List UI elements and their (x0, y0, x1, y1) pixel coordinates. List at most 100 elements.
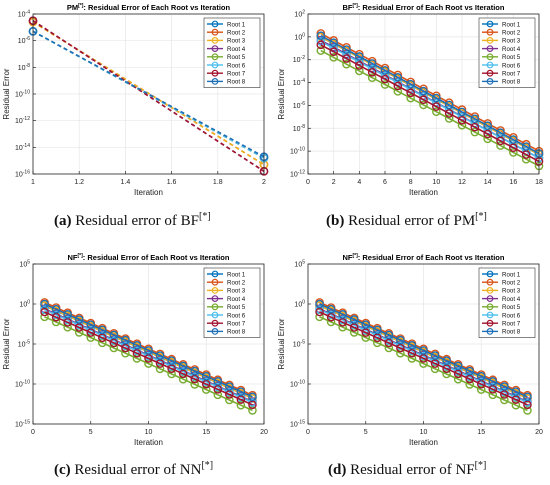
legend-entry-label: Root 6 (227, 62, 246, 69)
caption-text: Residual error of PM (348, 213, 476, 229)
series-marker (407, 348, 417, 358)
series-marker (419, 86, 428, 96)
chart-panel-a: 1 1.2 1.4 1.6 1.8 2 10-16 10-14 10-12 10-10 10-8 10… (2, 3, 269, 197)
series-marker (444, 109, 454, 118)
series-marker (444, 100, 454, 110)
series-marker (393, 87, 403, 96)
legend-swatch-marker (486, 287, 494, 294)
series-marker (511, 387, 521, 396)
legend-swatch-marker (486, 319, 494, 327)
chart-panel-c: 0 5 10 15 20 10-15 10-10 10-5 100 105 Iteration Res… (2, 253, 268, 447)
legend-entry-label: Root 4 (227, 296, 246, 303)
series-marker (444, 114, 454, 123)
series-marker (109, 330, 119, 340)
series-marker (500, 395, 509, 405)
caption-sup: [*] (198, 211, 211, 222)
series-marker (316, 31, 326, 41)
series-marker (248, 400, 257, 410)
series-marker (225, 382, 234, 391)
series-marker (98, 333, 107, 343)
series-marker (380, 66, 390, 75)
legend-entry-label: Root 3 (227, 288, 246, 295)
series-marker (367, 67, 377, 77)
y-tick-label: 10-12 (15, 116, 30, 125)
caption-c: (c) Residual error of NN[*] (54, 460, 213, 479)
series-marker (355, 66, 364, 76)
legend-entry-label: Root 5 (502, 54, 521, 61)
legend-swatch-marker (486, 327, 494, 335)
legend-entry-label: Root 1 (502, 271, 521, 278)
series-marker (86, 320, 96, 329)
x-tick-label: 20 (260, 429, 268, 436)
series-marker (329, 47, 338, 57)
legend-swatch-marker (211, 69, 219, 77)
series-marker (380, 80, 390, 89)
legend-swatch-marker (486, 37, 494, 44)
legend-swatch-marker (486, 28, 494, 36)
series-marker (453, 369, 463, 379)
x-axis-label: Iteration (134, 438, 163, 447)
legend-swatch-marker (486, 45, 494, 52)
series-marker (329, 38, 338, 47)
series-marker (213, 385, 223, 394)
series-marker (190, 374, 199, 384)
series-marker (326, 312, 336, 322)
series-marker (470, 122, 480, 132)
y-tick-label: 100 (294, 32, 305, 41)
y-tick-label: 105 (294, 260, 305, 269)
x-tick-label: 0 (306, 179, 310, 186)
series-marker (419, 95, 428, 105)
series-marker (465, 366, 474, 376)
series-marker (132, 348, 142, 358)
series-marker (316, 40, 326, 50)
series-line-6 (319, 308, 528, 404)
legend-swatch-marker (486, 311, 494, 319)
legend-swatch-marker (211, 327, 219, 335)
x-tick-label: 1.2 (74, 179, 84, 186)
legend-swatch-marker (211, 45, 219, 52)
series-marker (442, 364, 451, 374)
series-marker (315, 305, 324, 314)
series-marker (500, 382, 509, 391)
series-marker (178, 361, 188, 371)
series-marker (457, 107, 467, 117)
legend-entry-label: Root 8 (502, 329, 521, 336)
series-marker (98, 325, 107, 335)
series-marker (432, 107, 441, 116)
legend-entry-label: Root 4 (502, 46, 521, 53)
legend-entry-label: Root 2 (502, 30, 521, 37)
series-marker (523, 392, 532, 402)
y-tick-label: 10-10 (290, 147, 305, 156)
series-marker (316, 46, 326, 55)
series-marker (361, 320, 371, 329)
y-axis-label: Residual Error (2, 318, 11, 369)
legend-entry-label: Root 3 (502, 288, 521, 295)
series-marker (509, 148, 518, 157)
legend-swatch-marker (486, 69, 494, 77)
chart-title: BF[*]: Residual Error of Each Root vs It… (343, 3, 505, 12)
caption-sup: [*] (475, 211, 487, 222)
series-marker (521, 142, 531, 151)
legend-swatch-marker (486, 278, 494, 286)
caption-letter: (a) (54, 213, 72, 229)
series-line-8 (320, 34, 540, 155)
series-group (40, 298, 257, 415)
series-marker (86, 328, 96, 337)
series-marker (201, 379, 211, 389)
y-tick-label: 100 (294, 300, 305, 309)
x-tick-label: 4 (357, 179, 361, 186)
series-marker (121, 335, 130, 345)
legend-swatch-marker (486, 295, 494, 302)
series-marker (349, 315, 359, 324)
x-tick-label: 1.4 (121, 179, 131, 186)
series-marker (132, 340, 142, 350)
series-marker (367, 73, 377, 83)
y-tick-label: 10-6 (293, 101, 305, 110)
chart-panel-d: 0 5 10 15 20 10-15 10-10 10-5 100 105 Iteration Res… (277, 253, 543, 447)
y-axis-label: Residual Error (277, 318, 286, 369)
series-marker (430, 351, 440, 360)
y-tick-label: 10-8 (18, 63, 30, 72)
legend-swatch-marker (211, 77, 219, 85)
series-marker (342, 45, 351, 54)
